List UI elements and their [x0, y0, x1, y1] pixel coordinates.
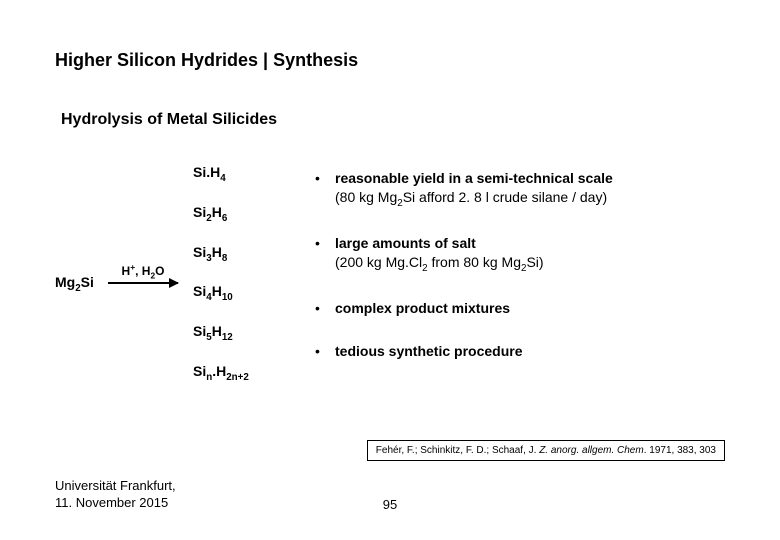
bullet-item: • large amounts of salt (200 kg Mg.Cl2 f…	[315, 234, 725, 275]
bullet-text: large amounts of salt (200 kg Mg.Cl2 fro…	[335, 234, 725, 275]
bullet-dot-icon: •	[315, 169, 335, 210]
bullet-text: complex product mixtures	[335, 299, 725, 318]
reaction-arrow: H+, H2O	[103, 262, 183, 284]
citation-authors: Fehér, F.; Schinkitz, F. D.; Schaaf, J.	[376, 445, 539, 456]
footer-affiliation: Universität Frankfurt, 11. November 2015	[55, 478, 176, 512]
affiliation-line1: Universität Frankfurt,	[55, 478, 176, 495]
product-item: Si4H10	[193, 283, 249, 303]
bullet-item: • reasonable yield in a semi-technical s…	[315, 169, 725, 210]
citation-box: Fehér, F.; Schinkitz, F. D.; Schaaf, J. …	[367, 440, 725, 461]
arrow-line-icon	[108, 282, 178, 284]
bullet-text: reasonable yield in a semi-technical sca…	[335, 169, 725, 210]
citation-journal: Z. anorg. allgem. Chem	[539, 445, 644, 456]
bullet-bold: complex product mixtures	[335, 300, 510, 316]
product-item: Si2H6	[193, 204, 249, 224]
bullet-item: • tedious synthetic procedure	[315, 342, 725, 361]
slide: Higher Silicon Hydrides | Synthesis Hydr…	[0, 0, 780, 540]
bullet-rest: (80 kg Mg2Si afford 2. 8 l crude silane …	[335, 189, 607, 205]
bullet-rest: (200 kg Mg.Cl2 from 80 kg Mg2Si)	[335, 254, 544, 270]
page-title: Higher Silicon Hydrides | Synthesis	[55, 50, 725, 71]
bullet-dot-icon: •	[315, 299, 335, 318]
bullet-item: • complex product mixtures	[315, 299, 725, 318]
bullet-text: tedious synthetic procedure	[335, 342, 725, 361]
product-item: Si5H12	[193, 323, 249, 343]
reactant: Mg2Si	[55, 274, 94, 294]
bullet-bold: tedious synthetic procedure	[335, 343, 522, 359]
content-row: Mg2Si H+, H2O Si.H4 Si2H6 Si3H8 Si4H10 S…	[55, 164, 725, 385]
bullet-dot-icon: •	[315, 234, 335, 275]
affiliation-line2: 11. November 2015	[55, 495, 176, 512]
product-item: Sin.H2n+2	[193, 363, 249, 383]
product-item: Si3H8	[193, 244, 249, 264]
reaction-scheme: Mg2Si H+, H2O Si.H4 Si2H6 Si3H8 Si4H10 S…	[55, 164, 315, 174]
products-list: Si.H4 Si2H6 Si3H8 Si4H10 Si5H12 Sin.H2n+…	[193, 164, 249, 383]
product-item: Si.H4	[193, 164, 249, 184]
bullet-bold: large amounts of salt	[335, 235, 476, 251]
section-title: Hydrolysis of Metal Silicides	[61, 111, 725, 129]
bullet-bold: reasonable yield in a semi-technical sca…	[335, 170, 613, 186]
bullet-dot-icon: •	[315, 342, 335, 361]
page-number: 95	[383, 497, 397, 512]
citation-rest: . 1971, 383, 303	[644, 445, 716, 456]
bullet-list: • reasonable yield in a semi-technical s…	[315, 164, 725, 385]
